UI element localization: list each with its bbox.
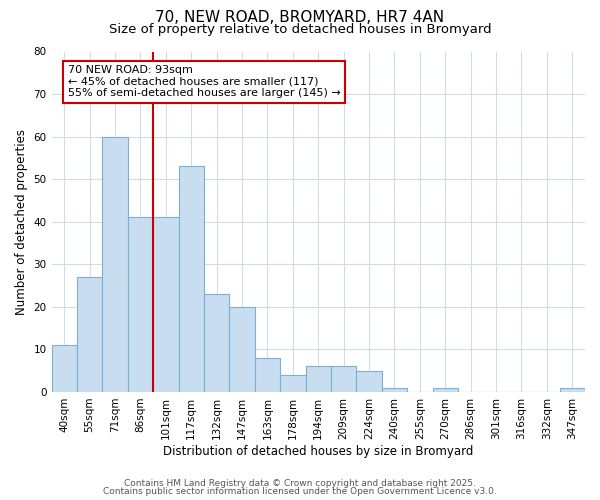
Bar bbox=[153, 218, 179, 392]
Text: Contains HM Land Registry data © Crown copyright and database right 2025.: Contains HM Land Registry data © Crown c… bbox=[124, 478, 476, 488]
Bar bbox=[103, 136, 128, 392]
Bar bbox=[356, 370, 382, 392]
Bar bbox=[560, 388, 585, 392]
Text: Contains public sector information licensed under the Open Government Licence v3: Contains public sector information licen… bbox=[103, 487, 497, 496]
Text: 70 NEW ROAD: 93sqm
← 45% of detached houses are smaller (117)
55% of semi-detach: 70 NEW ROAD: 93sqm ← 45% of detached hou… bbox=[68, 65, 340, 98]
Text: Size of property relative to detached houses in Bromyard: Size of property relative to detached ho… bbox=[109, 22, 491, 36]
Bar bbox=[229, 307, 255, 392]
Bar bbox=[179, 166, 204, 392]
Bar bbox=[305, 366, 331, 392]
Bar bbox=[128, 218, 153, 392]
Bar bbox=[382, 388, 407, 392]
Bar bbox=[52, 345, 77, 392]
Y-axis label: Number of detached properties: Number of detached properties bbox=[15, 128, 28, 314]
Bar bbox=[77, 277, 103, 392]
Bar bbox=[433, 388, 458, 392]
Text: 70, NEW ROAD, BROMYARD, HR7 4AN: 70, NEW ROAD, BROMYARD, HR7 4AN bbox=[155, 10, 445, 25]
Bar bbox=[331, 366, 356, 392]
Bar bbox=[280, 375, 305, 392]
Bar bbox=[255, 358, 280, 392]
Bar bbox=[204, 294, 229, 392]
X-axis label: Distribution of detached houses by size in Bromyard: Distribution of detached houses by size … bbox=[163, 444, 473, 458]
